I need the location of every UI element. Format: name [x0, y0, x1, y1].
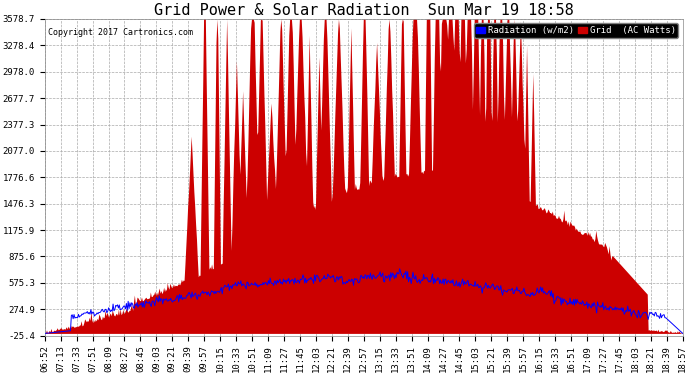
Legend: Radiation (w/m2), Grid  (AC Watts): Radiation (w/m2), Grid (AC Watts) — [474, 24, 678, 38]
Title: Grid Power & Solar Radiation  Sun Mar 19 18:58: Grid Power & Solar Radiation Sun Mar 19 … — [154, 3, 573, 18]
Text: Copyright 2017 Cartronics.com: Copyright 2017 Cartronics.com — [48, 28, 193, 38]
